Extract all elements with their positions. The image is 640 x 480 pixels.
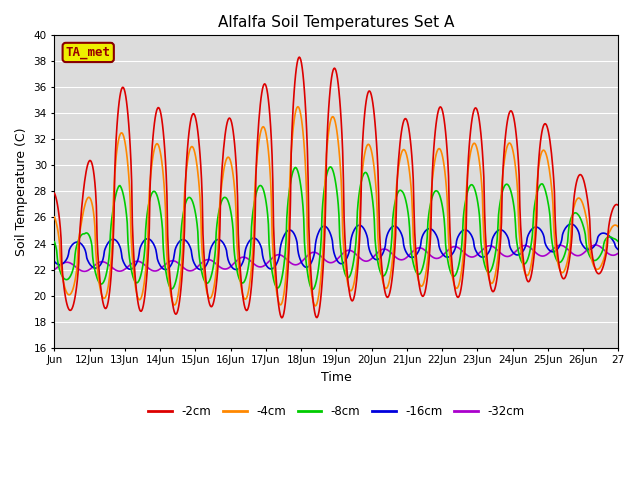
Line: -4cm: -4cm <box>54 107 618 306</box>
-16cm <box>271 264 278 270</box>
-16cm <box>396 227 403 233</box>
-8cm <box>428 196 435 202</box>
-4cm <box>248 255 256 261</box>
-2cm <box>116 90 124 96</box>
Legend: -2cm, -4cm, -8cm, -16cm, -32cm: -2cm, -4cm, -8cm, -16cm, -32cm <box>144 400 529 423</box>
Y-axis label: Soil Temperature (C): Soil Temperature (C) <box>15 127 28 256</box>
-2cm <box>269 223 277 228</box>
-32cm <box>51 267 58 273</box>
-2cm <box>428 193 435 199</box>
-16cm <box>221 243 229 249</box>
-2cm <box>220 139 228 144</box>
-32cm <box>592 242 600 248</box>
-4cm <box>428 185 435 191</box>
-32cm <box>271 253 278 259</box>
-16cm <box>51 259 58 264</box>
-2cm <box>278 315 285 321</box>
-8cm <box>116 184 124 190</box>
-32cm <box>221 266 229 272</box>
-2cm <box>396 141 404 146</box>
-4cm <box>116 131 124 136</box>
-32cm <box>118 268 125 274</box>
-4cm <box>51 214 58 220</box>
-4cm <box>312 303 319 309</box>
Text: TA_met: TA_met <box>66 46 111 59</box>
-16cm <box>614 247 622 252</box>
-32cm <box>81 268 88 274</box>
-8cm <box>308 287 316 292</box>
-8cm <box>396 187 404 193</box>
-16cm <box>249 235 257 241</box>
-16cm <box>427 226 435 232</box>
-32cm <box>427 253 435 259</box>
-2cm <box>296 54 303 60</box>
-16cm <box>162 267 170 273</box>
-4cm <box>220 164 228 170</box>
-2cm <box>51 191 58 196</box>
Line: -16cm: -16cm <box>54 224 618 270</box>
-2cm <box>614 203 622 208</box>
-8cm <box>326 164 334 170</box>
-32cm <box>249 260 257 266</box>
-4cm <box>294 104 301 109</box>
Line: -2cm: -2cm <box>54 57 618 318</box>
-16cm <box>116 246 124 252</box>
Line: -32cm: -32cm <box>54 245 618 271</box>
-4cm <box>614 224 622 230</box>
-8cm <box>269 276 277 282</box>
-8cm <box>614 239 622 245</box>
-32cm <box>614 250 622 256</box>
-2cm <box>248 275 256 280</box>
-4cm <box>269 258 277 264</box>
-8cm <box>220 194 228 200</box>
Title: Alfalfa Soil Temperatures Set A: Alfalfa Soil Temperatures Set A <box>218 15 454 30</box>
Line: -8cm: -8cm <box>54 167 618 289</box>
-8cm <box>248 216 256 221</box>
-4cm <box>396 156 404 162</box>
-32cm <box>396 256 403 262</box>
-8cm <box>51 239 58 245</box>
X-axis label: Time: Time <box>321 371 352 384</box>
-16cm <box>568 221 575 227</box>
